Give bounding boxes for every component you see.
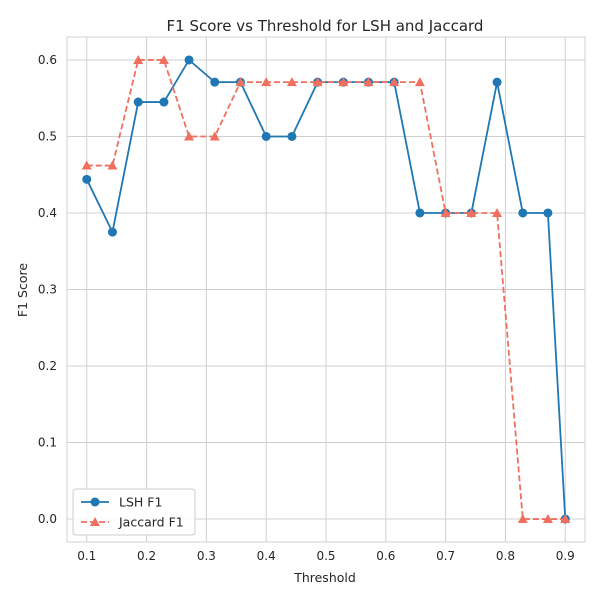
data-point — [286, 77, 297, 87]
x-tick-label: 0.1 — [77, 549, 96, 563]
x-axis-title: Threshold — [293, 570, 356, 585]
data-point — [440, 207, 451, 217]
data-point — [492, 207, 503, 217]
data-point — [184, 131, 195, 141]
y-tick-label: 0.3 — [38, 283, 57, 297]
x-tick-label: 0.2 — [137, 549, 156, 563]
y-axis-title: F1 Score — [15, 263, 30, 317]
y-tick-label: 0.6 — [38, 53, 57, 67]
data-point — [159, 97, 169, 107]
legend-item: LSH F1 — [81, 495, 162, 510]
data-point — [389, 77, 400, 87]
x-tick-label: 0.7 — [436, 549, 455, 563]
y-tick-label: 0.1 — [38, 436, 57, 450]
data-point — [158, 54, 169, 64]
data-point — [235, 77, 246, 87]
legend-label: Jaccard F1 — [118, 515, 184, 530]
series-layer — [81, 54, 571, 524]
data-point — [107, 160, 118, 170]
x-tick-label: 0.8 — [496, 549, 515, 563]
data-point — [542, 514, 553, 524]
data-point — [517, 514, 528, 524]
data-point — [81, 160, 92, 170]
chart-title: F1 Score vs Threshold for LSH and Jaccar… — [167, 17, 484, 35]
data-point — [338, 77, 349, 87]
series-jaccard — [81, 54, 571, 524]
x-tick-label: 0.4 — [257, 549, 276, 563]
plot-frame — [66, 36, 586, 543]
data-point — [414, 77, 425, 87]
data-point — [466, 207, 477, 217]
data-point — [82, 174, 92, 184]
tick-labels: 0.1 0.2 0.3 0.4 0.5 0.6 0.7 0.8 0.9 0.0 0.1 0.2 0.3 0… — [38, 53, 575, 563]
y-tick-label: 0.0 — [38, 512, 57, 526]
data-point — [312, 77, 323, 87]
data-point — [133, 97, 143, 107]
x-tick-label: 0.6 — [376, 549, 395, 563]
legend-label: LSH F1 — [119, 495, 162, 510]
y-tick-label: 0.4 — [38, 206, 57, 220]
data-point — [543, 208, 553, 218]
data-point — [210, 77, 220, 87]
legend-marker — [90, 517, 100, 526]
x-tick-label: 0.9 — [556, 549, 575, 563]
x-tick-label: 0.5 — [316, 549, 335, 563]
data-point — [287, 131, 297, 141]
data-point — [261, 131, 271, 141]
data-point — [209, 131, 220, 141]
legend-marker — [90, 497, 100, 507]
data-point — [107, 227, 117, 237]
y-tick-label: 0.5 — [38, 129, 57, 143]
data-point — [560, 514, 571, 524]
data-point — [184, 55, 194, 65]
data-point — [415, 208, 425, 218]
y-tick-label: 0.2 — [38, 359, 57, 373]
legend-item: Jaccard F1 — [81, 515, 184, 530]
data-point — [492, 77, 502, 87]
data-point — [261, 77, 272, 87]
data-point — [133, 54, 144, 64]
legend: LSH F1 Jaccard F1 — [72, 488, 196, 536]
data-point — [363, 77, 374, 87]
x-tick-label: 0.3 — [197, 549, 216, 563]
data-point — [518, 208, 528, 218]
legend-box — [72, 488, 196, 536]
series-line — [86, 59, 566, 520]
